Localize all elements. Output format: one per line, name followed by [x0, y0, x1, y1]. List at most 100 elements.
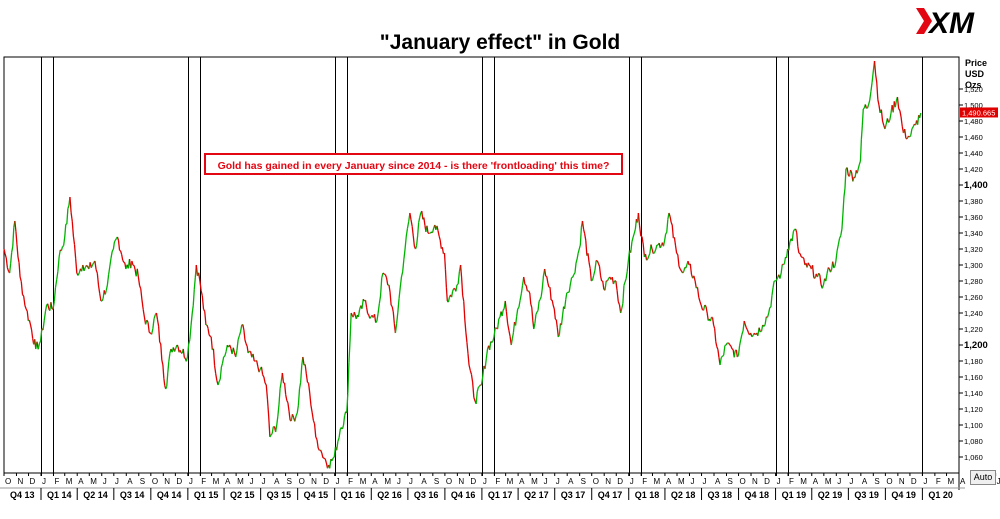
price-line-segment: [811, 265, 815, 278]
month-label: O: [886, 477, 892, 486]
price-line-segment: [384, 274, 388, 279]
price-line-segment: [313, 423, 317, 438]
month-label: J: [103, 477, 107, 486]
price-line-segment: [705, 306, 708, 314]
price-line-segment: [243, 329, 246, 341]
price-line-segment: [677, 254, 680, 267]
price-line-segment: [44, 304, 48, 312]
month-label: J: [189, 477, 193, 486]
price-line-segment: [437, 230, 440, 237]
month-label: A: [862, 477, 868, 486]
price-line-segment: [62, 245, 65, 248]
price-line-segment: [551, 300, 554, 306]
price-line-segment: [742, 320, 745, 332]
price-line-segment: [602, 280, 605, 290]
price-line-segment: [456, 283, 459, 286]
price-line-segment: [674, 245, 678, 254]
month-label: D: [470, 477, 476, 486]
price-line-segment: [140, 288, 143, 301]
price-line-segment: [42, 320, 45, 331]
price-line-segment: [536, 310, 539, 313]
price-line-segment: [423, 217, 426, 226]
price-line-segment: [390, 304, 393, 308]
price-line-segment: [119, 249, 121, 252]
price-line-segment: [715, 341, 718, 347]
month-label: N: [605, 477, 611, 486]
price-line-segment: [152, 318, 155, 329]
price-line-segment: [237, 335, 240, 340]
price-line-segment: [467, 353, 470, 366]
y-tick-label: 1,280: [964, 277, 983, 286]
price-line-segment: [312, 420, 316, 425]
price-line-segment: [64, 224, 67, 238]
price-line-segment: [659, 245, 662, 249]
price-line-segment: [856, 168, 859, 174]
price-line-segment: [54, 279, 58, 288]
price-line-segment: [478, 384, 481, 387]
price-line-segment: [299, 365, 303, 383]
month-label: D: [176, 477, 182, 486]
month-label: M: [948, 477, 955, 486]
price-line-segment: [294, 415, 297, 422]
price-line-segment: [391, 306, 394, 312]
price-line-segment: [218, 378, 221, 382]
price-line-segment: [735, 349, 738, 358]
month-label: M: [213, 477, 220, 486]
price-line-segment: [679, 268, 682, 272]
price-line-segment: [426, 225, 429, 234]
price-line-segment: [421, 211, 424, 220]
price-line-segment: [834, 260, 837, 267]
price-line-segment: [616, 290, 619, 302]
month-label: J: [690, 477, 694, 486]
price-line-segment: [116, 236, 120, 241]
month-label: S: [287, 477, 292, 486]
price-line-segment: [663, 233, 667, 242]
price-line-segment: [276, 415, 279, 426]
y-tick-label: 1,360: [964, 213, 983, 222]
price-line-segment: [136, 268, 140, 278]
price-line-segment: [392, 311, 395, 324]
price-line-segment: [578, 244, 581, 250]
price-line-segment: [229, 344, 232, 349]
y-tick-label: 1,220: [964, 325, 983, 334]
month-label: F: [936, 477, 941, 486]
y-tick-label: 1,140: [964, 389, 983, 398]
price-line-segment: [447, 297, 451, 303]
y-tick-label: 1,480: [964, 117, 983, 126]
month-label: M: [66, 477, 73, 486]
price-line-segment: [295, 412, 298, 417]
y-tick-label: 1,120: [964, 405, 983, 414]
price-line-segment: [673, 237, 677, 246]
price-line-segment: [160, 343, 163, 361]
price-line-segment: [377, 303, 380, 314]
price-line-segment: [215, 373, 218, 381]
quarter-label: Q1 17: [488, 490, 513, 500]
price-line-segment: [678, 266, 681, 270]
price-line-segment: [375, 320, 378, 324]
price-line-segment: [633, 228, 636, 234]
price-line-segment: [652, 252, 655, 255]
price-line-segment: [775, 277, 779, 281]
price-line-segment: [590, 279, 593, 282]
price-line-segment: [871, 70, 874, 83]
y-tick-label: 1,080: [964, 437, 983, 446]
price-line-segment: [877, 99, 880, 106]
price-line-segment: [569, 277, 573, 285]
price-line-segment: [514, 316, 518, 326]
auto-scale-button[interactable]: Auto: [970, 470, 996, 485]
month-label: M: [384, 477, 391, 486]
month-label: J: [115, 477, 119, 486]
price-line-segment: [459, 264, 463, 279]
price-line-segment: [555, 319, 558, 328]
price-line-segment: [336, 441, 339, 451]
price-line-segment: [738, 339, 742, 346]
month-label: M: [237, 477, 244, 486]
price-line-segment: [604, 280, 607, 291]
price-line-segment: [165, 386, 168, 390]
price-line-segment: [341, 424, 345, 430]
y-tick-label: 1,320: [964, 245, 983, 254]
price-line-segment: [706, 312, 709, 321]
price-line-segment: [28, 320, 32, 326]
